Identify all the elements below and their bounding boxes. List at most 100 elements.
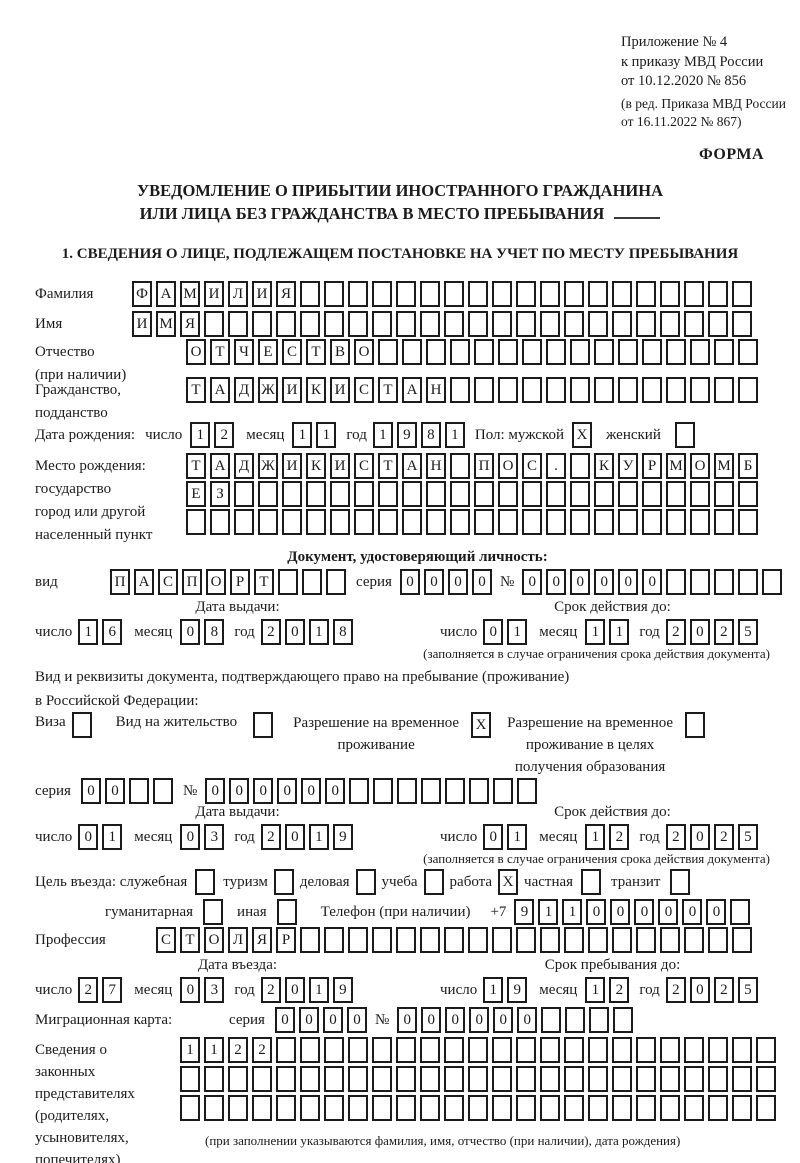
representatives-label: Сведения о законных представителях (роди… [35, 1042, 135, 1163]
char-cell: Т [254, 569, 274, 595]
char-cell [396, 311, 416, 337]
char-cell [396, 927, 416, 953]
char-cell: Е [258, 339, 278, 365]
char-cell [612, 1037, 632, 1063]
char-cell: В [330, 339, 350, 365]
migration-card-label: Миграционная карта: [35, 1011, 173, 1028]
char-cell: 1 [308, 977, 329, 1003]
representatives-cells-row3 [180, 1095, 776, 1121]
char-cell [71, 712, 92, 738]
birthplace-block: Место рождения: государство город или др… [35, 453, 800, 547]
char-cell [203, 899, 224, 925]
char-cell [204, 1066, 224, 1092]
char-cell [498, 509, 518, 535]
char-cell [708, 1037, 728, 1063]
visa-option: Виза [35, 712, 92, 738]
char-cell: А [134, 569, 154, 595]
kind-label: вид [35, 573, 58, 590]
char-cell [468, 1095, 488, 1121]
purpose-tourism-checkbox [273, 869, 294, 895]
char-cell [372, 311, 392, 337]
char-cell: 0 [594, 569, 615, 595]
char-cell [444, 1066, 464, 1092]
char-cell [588, 927, 608, 953]
char-cell [612, 311, 632, 337]
char-cell [474, 339, 494, 365]
char-cell [570, 377, 590, 403]
char-cell: 1 [372, 422, 393, 448]
char-cell: 0 [706, 899, 727, 925]
char-cell: А [402, 377, 422, 403]
char-cell: К [306, 377, 326, 403]
char-cell: 1 [204, 1037, 224, 1063]
char-cell [636, 1066, 656, 1092]
form-title-line1: УВЕДОМЛЕНИЕ О ПРИБЫТИИ ИНОСТРАННОГО ГРАЖ… [136, 181, 664, 200]
char-cell [594, 377, 614, 403]
char-cell [522, 377, 542, 403]
char-cell: И [282, 377, 302, 403]
char-cell [306, 509, 326, 535]
representatives-block: Сведения о законных представителях (роди… [35, 1037, 800, 1163]
char-cell [330, 481, 350, 507]
residence-permit-label: Вид на жительство [115, 714, 238, 730]
char-cell [492, 281, 512, 307]
char-cell [273, 869, 294, 895]
char-cell [498, 339, 518, 365]
char-cell [570, 509, 590, 535]
char-cell [326, 569, 346, 595]
residence-permit-option: Вид на жительство [115, 712, 274, 738]
char-cell: М [180, 281, 200, 307]
char-cell [588, 1066, 608, 1092]
char-cell [372, 927, 392, 953]
char-cell: 0 [284, 977, 305, 1003]
char-cell [708, 927, 728, 953]
char-cell [372, 1095, 392, 1121]
char-cell [234, 509, 254, 535]
char-cell: 9 [507, 977, 528, 1003]
char-cell: 0 [471, 569, 492, 595]
sex-male-label: Пол: мужской [474, 426, 565, 443]
char-cell: 0 [399, 569, 420, 595]
char-cell [474, 377, 494, 403]
char-cell [516, 281, 536, 307]
char-cell [302, 569, 322, 595]
char-cell [588, 1037, 608, 1063]
char-cell: 2 [78, 977, 99, 1003]
char-cell: 0 [618, 569, 639, 595]
char-cell: К [594, 453, 614, 479]
char-cell: Н [426, 453, 446, 479]
char-cell [714, 509, 734, 535]
char-cell [588, 311, 608, 337]
purpose-private-checkbox [581, 869, 602, 895]
char-cell [516, 1095, 536, 1121]
char-cell [636, 927, 656, 953]
char-cell [420, 1066, 440, 1092]
char-cell [204, 311, 224, 337]
char-cell [474, 509, 494, 535]
char-cell: 1 [483, 977, 504, 1003]
char-cell: А [156, 281, 176, 307]
char-cell [324, 281, 344, 307]
char-cell [732, 281, 752, 307]
char-cell [714, 377, 734, 403]
char-cell [252, 1066, 272, 1092]
char-cell [492, 1037, 512, 1063]
char-cell [666, 339, 686, 365]
char-cell: О [206, 569, 226, 595]
temp-permit-checkbox: X [471, 712, 492, 738]
char-cell [324, 1037, 344, 1063]
profession-label: Профессия [35, 932, 106, 948]
char-cell [732, 927, 752, 953]
